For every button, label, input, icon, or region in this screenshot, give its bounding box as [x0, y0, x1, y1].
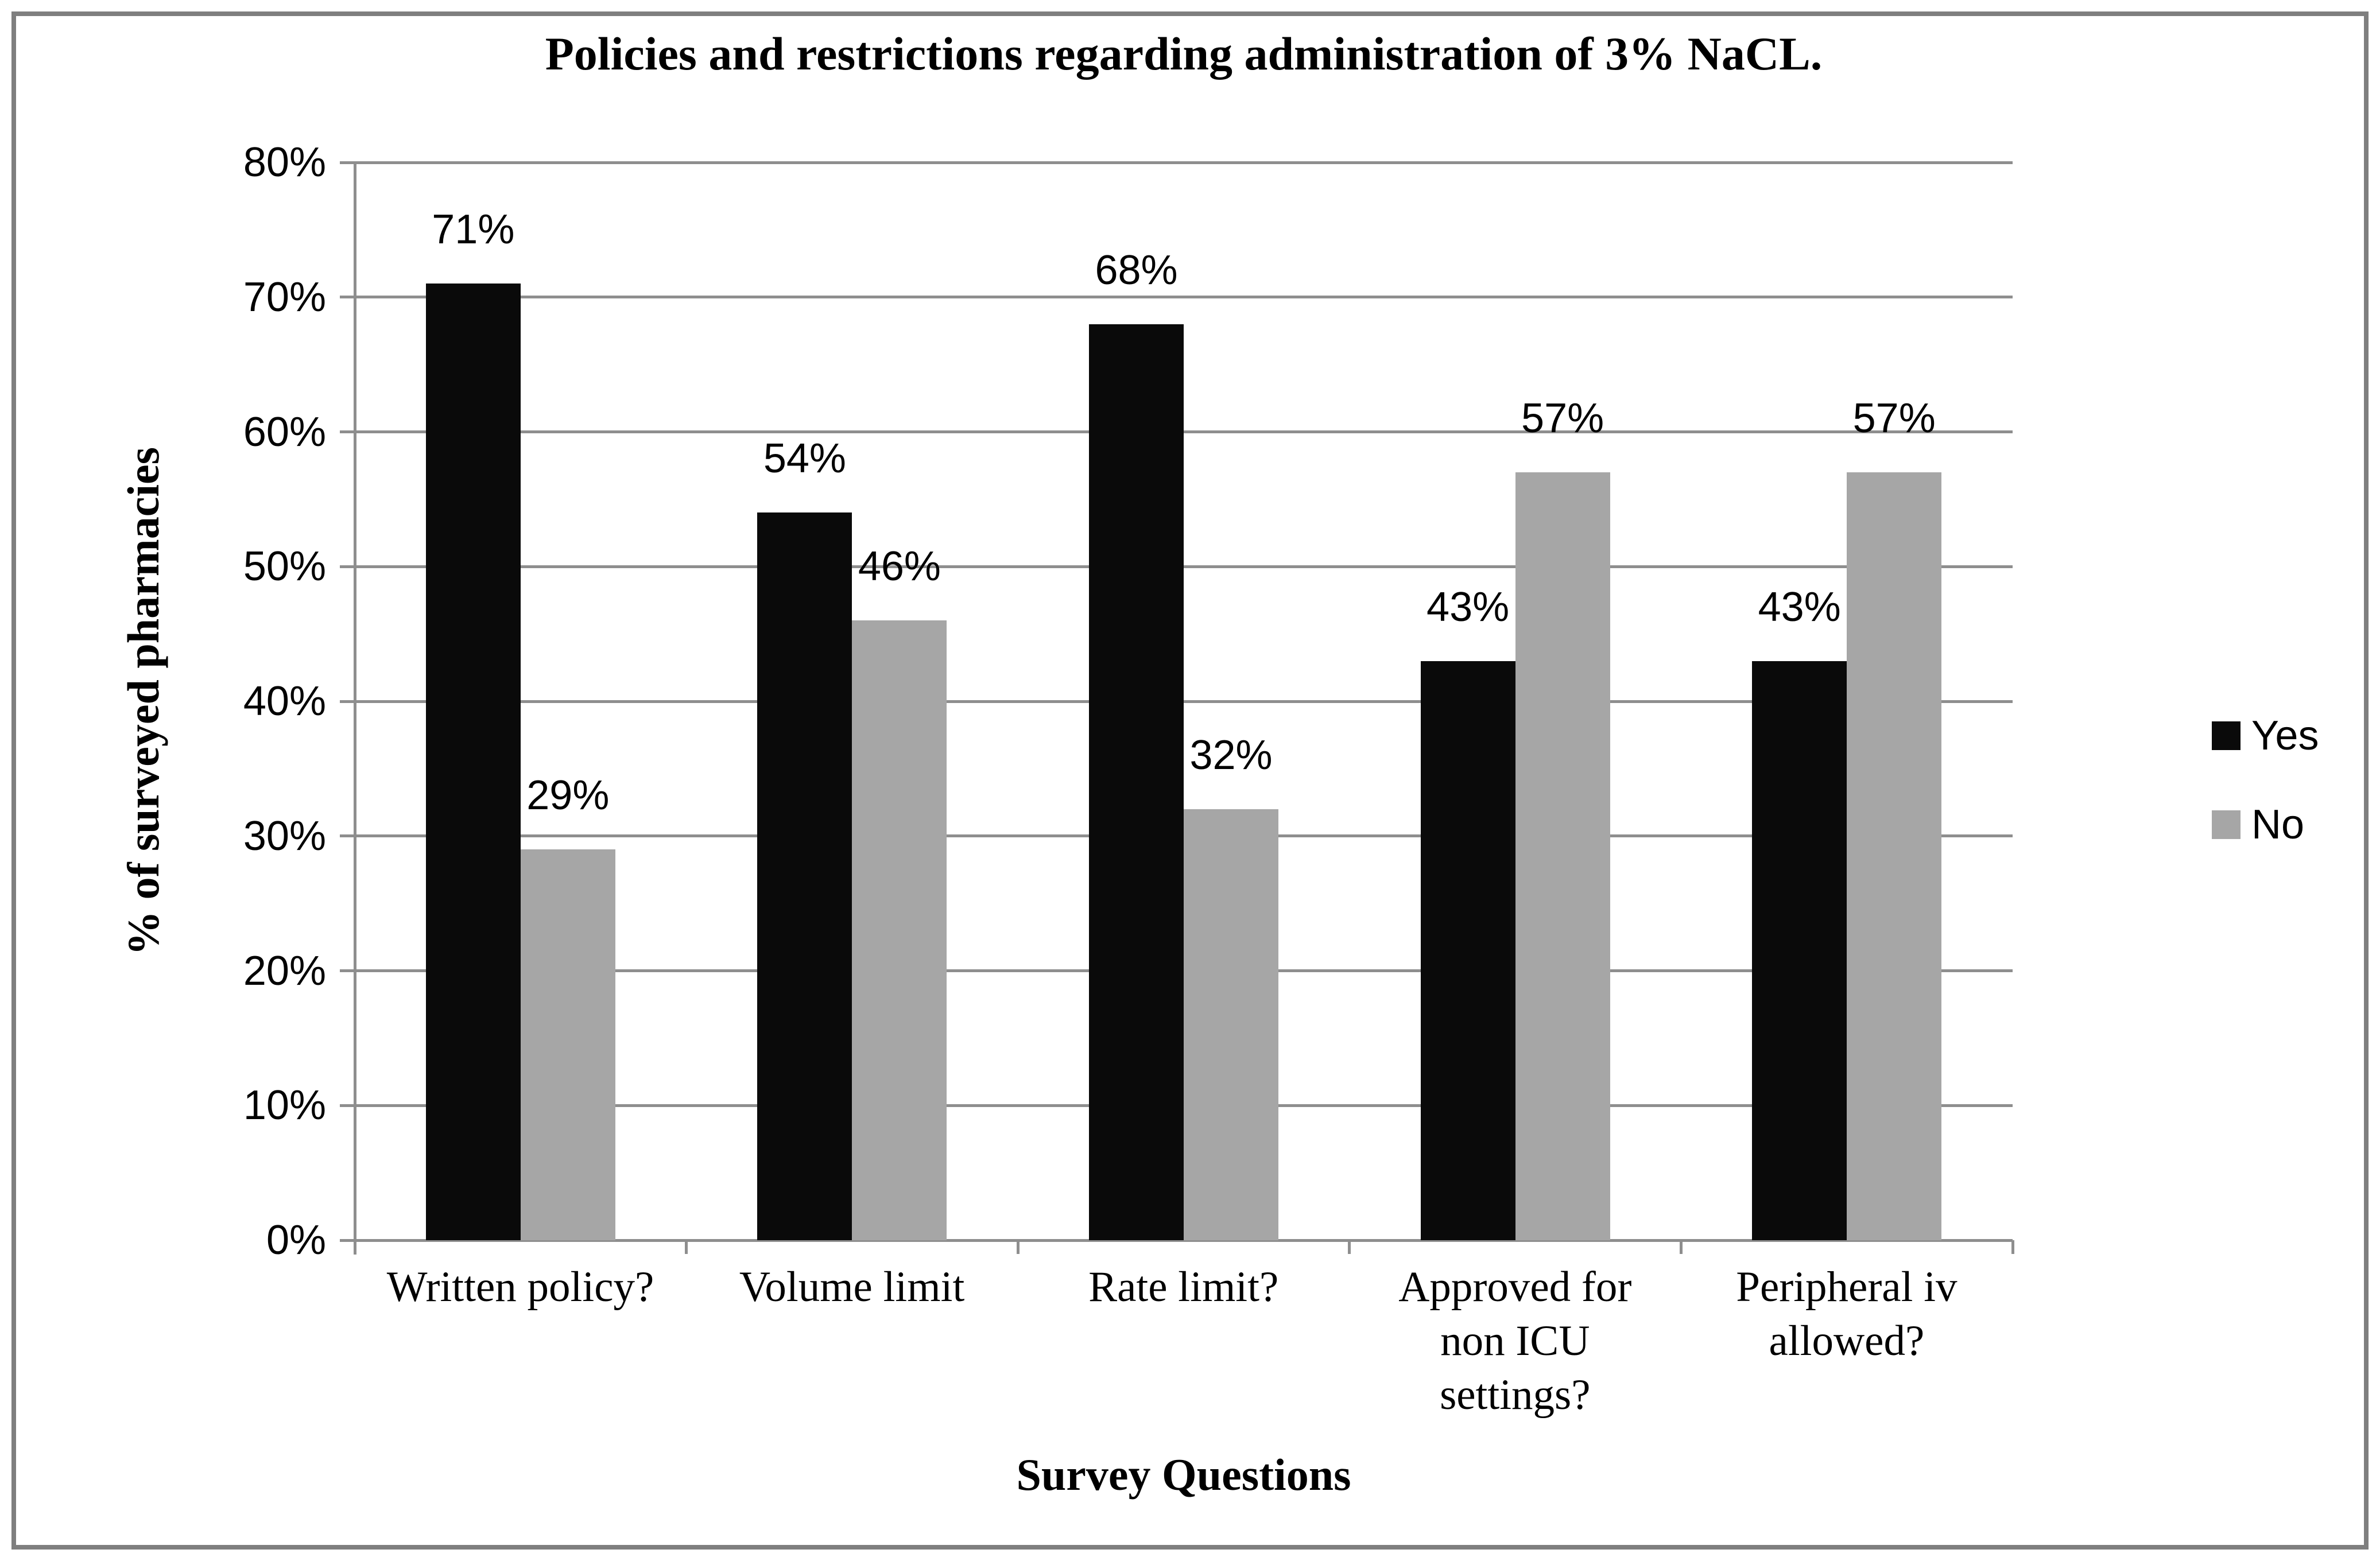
legend-swatch-no: [2212, 810, 2241, 839]
legend-swatch-yes: [2212, 721, 2241, 750]
x-axis-tick: [1348, 1240, 1351, 1254]
data-label-yes-4: 43%: [1427, 584, 1510, 630]
data-label-yes-1: 71%: [432, 207, 515, 253]
bar-no-5: [1847, 472, 1942, 1240]
data-label-yes-5: 43%: [1758, 584, 1841, 630]
bar-yes-1: [425, 284, 521, 1240]
category-label-1: Written policy?: [386, 1263, 654, 1311]
category-label-3: Rate limit?: [1088, 1263, 1279, 1311]
gridline-0%: [340, 1238, 2013, 1242]
chart-title: Policies and restrictions regarding admi…: [545, 28, 1823, 80]
legend: Yes No: [2212, 715, 2319, 893]
gridline-70%: [340, 296, 2013, 299]
y-tick-label-40%: 40%: [243, 678, 326, 724]
data-label-yes-2: 54%: [763, 436, 846, 482]
y-tick-label-0%: 0%: [266, 1217, 326, 1263]
x-axis-tick: [353, 1240, 356, 1254]
x-axis-tick: [1679, 1240, 1683, 1254]
legend-label-yes: Yes: [2251, 713, 2319, 759]
bar-no-2: [852, 620, 947, 1240]
data-label-no-3: 32%: [1189, 732, 1273, 778]
y-tick-label-60%: 60%: [243, 409, 326, 455]
y-tick-label-30%: 30%: [243, 813, 326, 859]
y-tick-label-10%: 10%: [243, 1082, 326, 1129]
x-axis-tick: [2011, 1240, 2014, 1254]
data-label-no-1: 29%: [526, 772, 610, 819]
data-label-no-4: 57%: [1521, 395, 1604, 441]
legend-item-yes: Yes: [2212, 715, 2319, 756]
data-label-no-5: 57%: [1852, 395, 1936, 441]
x-axis-title: Survey Questions: [1016, 1450, 1351, 1500]
y-tick-label-20%: 20%: [243, 948, 326, 994]
bar-no-4: [1515, 472, 1610, 1240]
x-axis-tick: [1016, 1240, 1020, 1254]
category-label-5: Peripheral iv allowed?: [1736, 1263, 1958, 1365]
category-label-4: Approved for non ICU settings?: [1398, 1263, 1632, 1419]
bar-no-1: [520, 849, 615, 1240]
y-tick-label-50%: 50%: [243, 543, 326, 590]
bar-no-3: [1184, 809, 1278, 1240]
bar-yes-5: [1752, 661, 1847, 1240]
y-axis-line: [353, 162, 356, 1255]
data-label-yes-3: 68%: [1095, 247, 1178, 293]
data-label-no-2: 46%: [858, 543, 941, 590]
bar-yes-2: [757, 512, 852, 1240]
legend-item-no: No: [2212, 804, 2319, 845]
bar-yes-4: [1420, 661, 1515, 1240]
y-tick-label-80%: 80%: [243, 139, 326, 185]
gridline-80%: [340, 161, 2013, 164]
category-label-2: Volume limit: [739, 1263, 965, 1311]
y-tick-label-70%: 70%: [243, 274, 326, 320]
bar-yes-3: [1089, 324, 1184, 1240]
legend-label-no: No: [2251, 802, 2305, 848]
x-axis-tick: [685, 1240, 688, 1254]
